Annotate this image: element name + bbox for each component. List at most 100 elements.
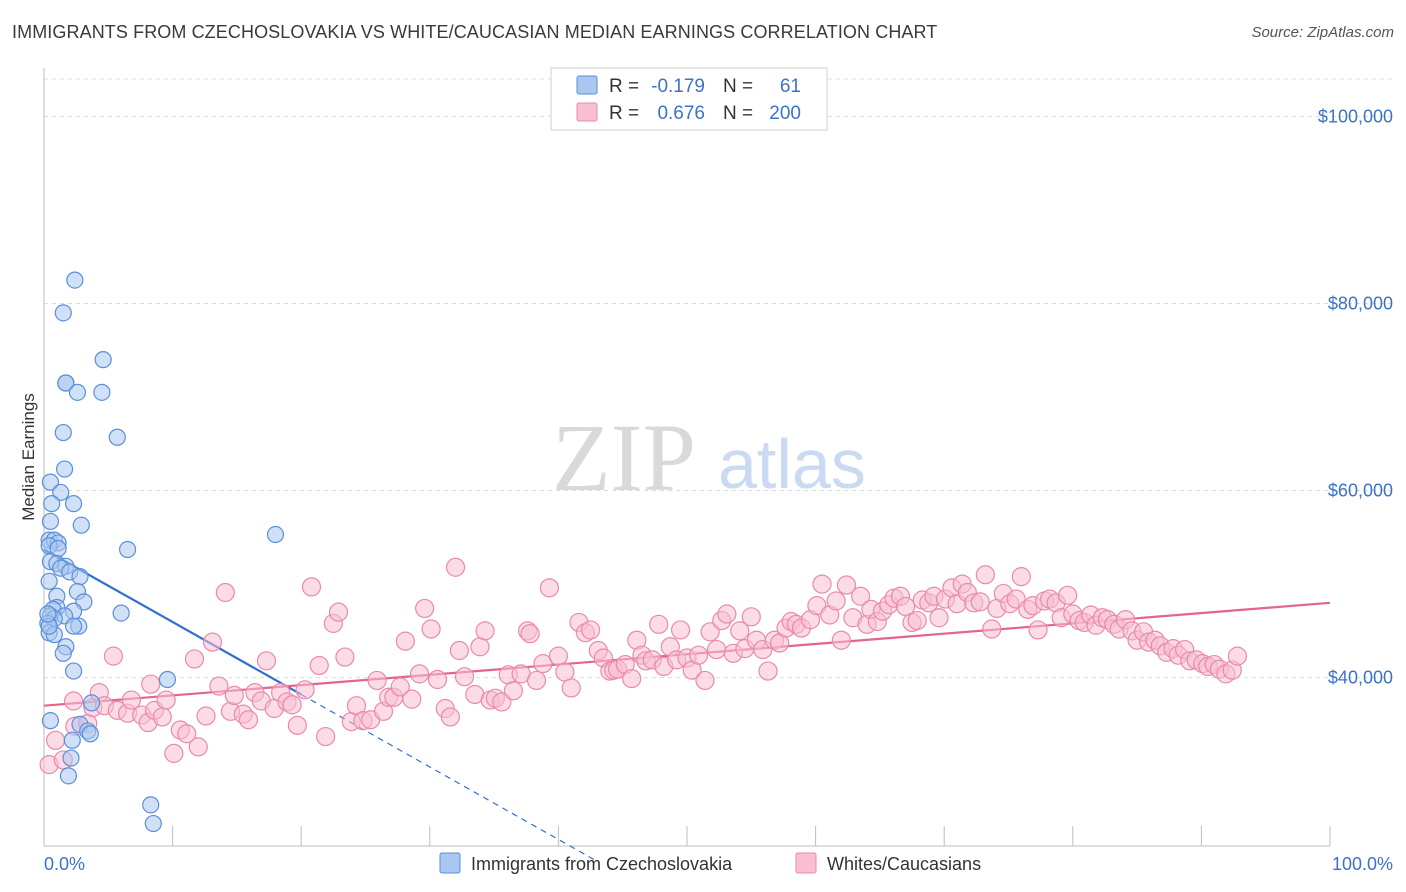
- y-axis-title: Median Earnings: [19, 393, 38, 521]
- point-whites: [301, 577, 322, 597]
- axes: [43, 68, 1331, 847]
- watermark-zip: ZIP: [552, 404, 696, 511]
- point-czechoslovakia: [64, 495, 83, 513]
- point-czechoslovakia: [43, 495, 61, 513]
- point-whites: [503, 681, 523, 701]
- point-whites: [287, 715, 307, 735]
- point-whites: [695, 670, 715, 691]
- x-tick-labels: 0.0% 100.0%: [44, 854, 1393, 874]
- y-tick-label: $80,000: [1328, 293, 1393, 313]
- point-whites: [700, 622, 720, 642]
- point-czechoslovakia: [94, 351, 112, 369]
- point-whites: [907, 610, 927, 631]
- point-whites: [555, 662, 575, 682]
- point-whites: [45, 730, 66, 750]
- point-whites: [670, 620, 691, 640]
- stats-legend-r-label-pink: R =: [609, 103, 639, 124]
- point-whites: [836, 575, 857, 595]
- point-whites: [238, 710, 259, 730]
- chart-title: IMMIGRANTS FROM CZECHOSLOVAKIA VS WHITE/…: [12, 22, 938, 42]
- point-whites: [1058, 585, 1078, 605]
- point-whites: [141, 674, 161, 694]
- bottom-legend-label-pink: Whites/Caucasians: [827, 854, 981, 874]
- x-tick-label: 0.0%: [44, 854, 85, 874]
- point-whites: [295, 680, 315, 700]
- bottom-legend-label-blue: Immigrants from Czechoslovakia: [471, 854, 733, 874]
- point-whites: [188, 737, 208, 757]
- stats-legend-swatch-blue: [576, 75, 598, 95]
- point-czechoslovakia: [71, 568, 89, 586]
- point-whites: [1028, 620, 1048, 640]
- point-whites: [526, 670, 547, 691]
- point-whites: [316, 726, 336, 747]
- point-czechoslovakia: [66, 271, 84, 289]
- point-czechoslovakia: [82, 694, 101, 712]
- point-whites: [390, 677, 410, 697]
- point-whites: [929, 608, 949, 628]
- stats-legend: R = -0.179 N = 61 R = 0.676 N = 200: [550, 67, 828, 131]
- point-czechoslovakia: [142, 796, 160, 814]
- point-whites: [440, 707, 460, 727]
- point-czechoslovakia: [144, 814, 162, 833]
- point-whites: [309, 655, 329, 676]
- point-whites: [152, 707, 172, 727]
- point-whites: [561, 678, 581, 698]
- point-whites: [224, 685, 244, 706]
- point-whites: [164, 743, 184, 763]
- stats-legend-n-value-pink: 200: [769, 103, 801, 124]
- point-whites: [121, 690, 142, 710]
- point-whites: [402, 689, 422, 709]
- point-whites: [492, 692, 512, 712]
- stats-legend-r-value-blue: -0.179: [651, 76, 705, 97]
- point-whites: [184, 649, 205, 669]
- point-whites: [335, 647, 355, 667]
- point-whites: [1227, 646, 1248, 666]
- series-czechoslovakia-points: [39, 271, 285, 833]
- point-whites: [730, 621, 750, 641]
- point-whites: [741, 607, 761, 627]
- point-whites: [812, 574, 832, 594]
- point-whites: [826, 591, 846, 611]
- point-czechoslovakia: [266, 525, 285, 544]
- point-whites: [427, 669, 448, 690]
- y-tick-label: $40,000: [1328, 668, 1393, 688]
- point-whites: [758, 661, 778, 681]
- bottom-legend-swatch-pink: [795, 852, 817, 874]
- y-tick-label: $100,000: [1318, 106, 1393, 126]
- point-czechoslovakia: [39, 605, 57, 623]
- stats-legend-n-label-pink: N =: [723, 103, 753, 124]
- point-czechoslovakia: [81, 725, 99, 743]
- point-czechoslovakia: [54, 644, 72, 662]
- chart-source: Source: ZipAtlas.com: [1251, 24, 1394, 41]
- point-whites: [156, 690, 176, 710]
- point-whites: [1011, 567, 1031, 587]
- point-czechoslovakia: [55, 460, 74, 478]
- point-czechoslovakia: [63, 731, 81, 749]
- point-whites: [807, 596, 827, 616]
- point-whites: [520, 624, 540, 644]
- point-whites: [706, 639, 727, 660]
- point-whites: [367, 670, 387, 691]
- point-czechoslovakia: [54, 304, 72, 322]
- point-czechoslovakia: [68, 383, 87, 401]
- point-whites: [202, 632, 223, 652]
- point-whites: [548, 646, 569, 666]
- point-whites: [328, 602, 349, 622]
- point-czechoslovakia: [62, 749, 80, 767]
- point-whites: [533, 654, 553, 674]
- point-whites: [539, 578, 559, 598]
- point-czechoslovakia: [41, 512, 60, 531]
- point-whites: [688, 645, 709, 665]
- point-czechoslovakia: [93, 383, 111, 401]
- point-whites: [975, 565, 995, 585]
- point-whites: [63, 691, 84, 711]
- point-czechoslovakia: [54, 423, 72, 442]
- point-czechoslovakia: [59, 767, 78, 785]
- point-czechoslovakia: [41, 712, 60, 730]
- stats-legend-r-label-blue: R =: [609, 76, 639, 97]
- watermark-atlas: atlas: [718, 425, 866, 503]
- point-czechoslovakia: [112, 604, 130, 622]
- point-whites: [970, 592, 990, 612]
- bottom-legend: Immigrants from Czechoslovakia Whites/Ca…: [439, 852, 981, 874]
- point-whites: [649, 614, 669, 634]
